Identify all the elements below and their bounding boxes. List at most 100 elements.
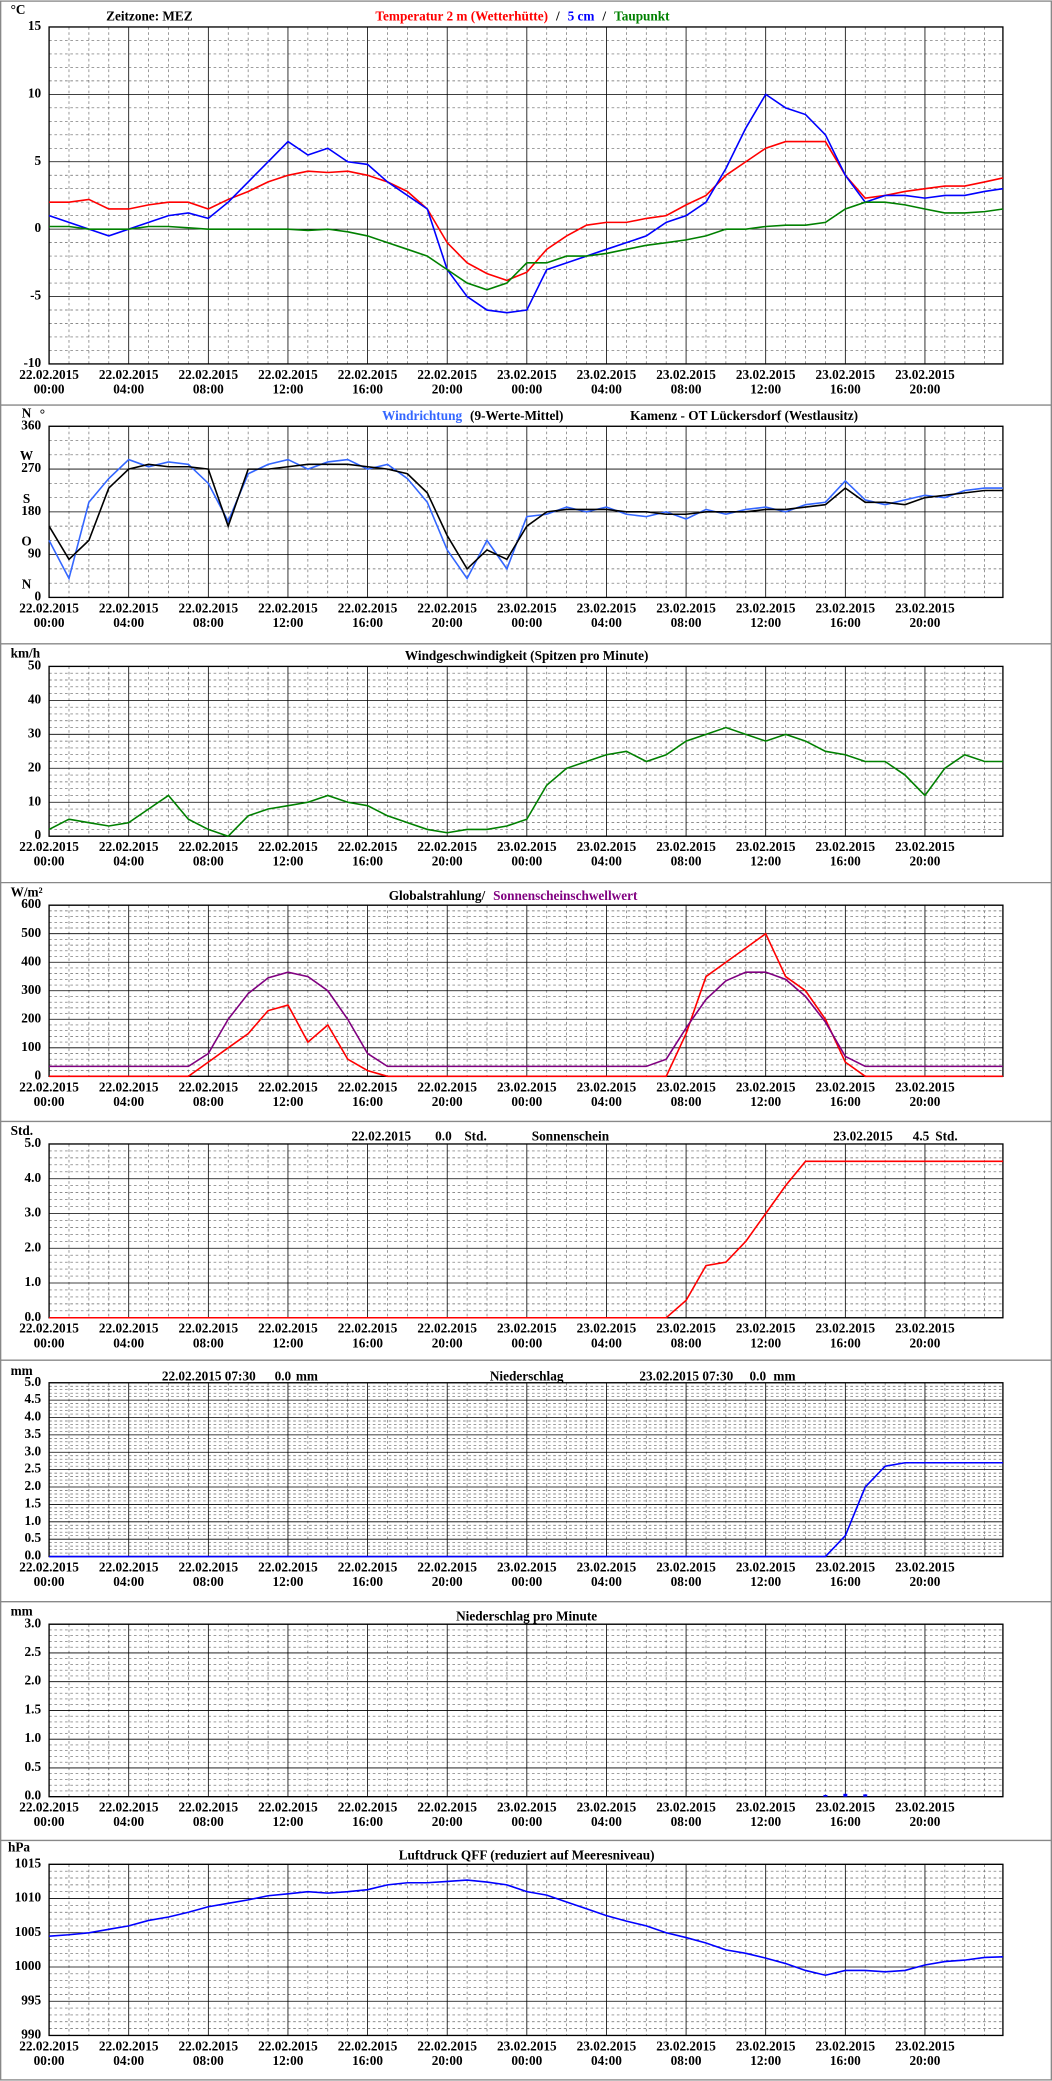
y-tick-label: 0.0 xyxy=(25,1548,42,1563)
x-tick-label: 23.02.2015 16:00 xyxy=(816,839,876,869)
x-tick-label: 22.02.2015 20:00 xyxy=(417,839,477,869)
x-tick-label: 23.02.2015 08:00 xyxy=(656,1079,716,1109)
x-tick-label: 23.02.2015 12:00 xyxy=(736,1321,796,1351)
legend: Globalstrahlung/Sonnenscheinschwellwert xyxy=(389,888,638,903)
unit-label: Std. xyxy=(11,1123,33,1138)
unit-label: mm xyxy=(11,1363,33,1378)
x-tick-label: 22.02.2015 04:00 xyxy=(99,1079,159,1109)
plot-frame xyxy=(48,1623,1004,1798)
x-tick-label: 22.02.2015 00:00 xyxy=(19,839,79,869)
y-tick-label: 0 xyxy=(34,588,41,603)
x-tick-label: 23.02.2015 04:00 xyxy=(577,1800,637,1830)
y-tick-label: 5.0 xyxy=(25,1374,42,1389)
y-tick-label: 2.0 xyxy=(25,1673,42,1688)
y-tick-label: 3.5 xyxy=(25,1426,42,1441)
x-tick-label: 23.02.2015 08:00 xyxy=(656,1800,716,1830)
x-tick-label: 23.02.2015 04:00 xyxy=(577,1321,637,1351)
direction-label: N xyxy=(22,405,32,420)
y-tick-label: -5 xyxy=(30,288,41,303)
x-tick-label: 23.02.2015 08:00 xyxy=(656,600,716,630)
x-tick-label: 22.02.2015 08:00 xyxy=(179,1800,239,1830)
y-tick-label: 90 xyxy=(28,546,42,561)
y-tick-label: 0.0 xyxy=(25,1309,42,1324)
x-tick-label: 22.02.2015 12:00 xyxy=(258,1560,318,1590)
x-tick-label: 22.02.2015 16:00 xyxy=(338,1560,398,1590)
y-tick-label: 1015 xyxy=(15,1855,42,1870)
x-tick-label: 23.02.2015 16:00 xyxy=(816,1079,876,1109)
legend: Windrichtung (9-Werte-Mittel) xyxy=(382,408,563,423)
x-tick-label: 23.02.2015 20:00 xyxy=(895,1560,955,1590)
x-tick-label: 23.02.2015 08:00 xyxy=(656,839,716,869)
x-tick-label: 22.02.2015 00:00 xyxy=(19,1321,79,1351)
x-tick-label: 23.02.2015 12:00 xyxy=(736,367,796,397)
x-tick-label: 23.02.2015 12:00 xyxy=(736,1560,796,1590)
x-tick-label: 22.02.2015 20:00 xyxy=(417,1321,477,1351)
x-tick-label: 22.02.2015 04:00 xyxy=(99,1560,159,1590)
legend: Temperatur 2 m (Wetterhütte) / 5 cm / Taupun… xyxy=(375,9,670,24)
annotation: 22.02.2015 xyxy=(352,1128,412,1143)
x-tick-label: 23.02.2015 16:00 xyxy=(816,1560,876,1590)
legend-entry: Windrichtung xyxy=(382,408,462,423)
x-tick-label: 22.02.2015 08:00 xyxy=(179,600,239,630)
x-tick-label: 23.02.2015 20:00 xyxy=(895,839,955,869)
x-tick-label: 23.02.2015 20:00 xyxy=(895,600,955,630)
x-tick-label: 22.02.2015 12:00 xyxy=(258,1321,318,1351)
y-tick-label: 0 xyxy=(34,220,41,235)
y-tick-label: 0.5 xyxy=(25,1530,42,1545)
x-tick-label: 23.02.2015 16:00 xyxy=(816,2038,876,2068)
x-tick-label: 22.02.2015 16:00 xyxy=(338,1079,398,1109)
x-tick-label: 23.02.2015 20:00 xyxy=(895,1321,955,1351)
data-line xyxy=(49,1879,1003,1977)
plot-frame xyxy=(48,425,1004,599)
plot-frame xyxy=(48,1863,1004,2037)
chart-title: Sonnenschein xyxy=(532,1128,610,1143)
x-tick-label: 22.02.2015 00:00 xyxy=(19,600,79,630)
x-tick-label: 22.02.2015 12:00 xyxy=(258,1079,318,1109)
data-line xyxy=(49,1461,1003,1558)
y-tick-label: 1.0 xyxy=(25,1730,42,1745)
x-tick-label: 22.02.2015 00:00 xyxy=(19,1079,79,1109)
y-tick-label: 1.5 xyxy=(25,1495,42,1510)
legend-entry: Taupunkt xyxy=(614,9,670,24)
y-tick-label: 10 xyxy=(28,793,42,808)
unit-label: km/h xyxy=(11,646,41,661)
y-tick-label: 990 xyxy=(21,2027,41,2042)
y-tick-label: 2.5 xyxy=(25,1461,42,1476)
x-tick-label: 23.02.2015 04:00 xyxy=(577,367,637,397)
x-tick-label: 23.02.2015 16:00 xyxy=(816,1321,876,1351)
x-tick-label: 23.02.2015 08:00 xyxy=(656,1560,716,1590)
y-tick-label: 50 xyxy=(28,657,42,672)
data-line xyxy=(49,1160,1003,1319)
x-tick-label: 23.02.2015 12:00 xyxy=(736,600,796,630)
x-tick-label: 23.02.2015 00:00 xyxy=(497,2038,557,2068)
y-tick-label: 1.5 xyxy=(25,1701,42,1716)
data-line xyxy=(48,726,1003,838)
x-tick-label: 22.02.2015 20:00 xyxy=(417,1079,477,1109)
annotation: mm xyxy=(773,1369,795,1384)
x-tick-label: 23.02.2015 00:00 xyxy=(497,1800,557,1830)
y-tick-label: 500 xyxy=(21,925,41,940)
y-tick-label: 40 xyxy=(28,691,42,706)
legend-separator: / xyxy=(601,9,606,24)
x-tick-label: 23.02.2015 16:00 xyxy=(816,1800,876,1830)
legend-entry: 5 cm xyxy=(568,9,595,24)
x-tick-label: 22.02.2015 00:00 xyxy=(19,1560,79,1590)
data-line xyxy=(48,458,1003,581)
x-tick-label: 23.02.2015 04:00 xyxy=(577,600,637,630)
data-line xyxy=(48,463,1003,571)
legend-entry: Globalstrahlung/ xyxy=(389,888,486,903)
x-tick-label: 22.02.2015 20:00 xyxy=(417,367,477,397)
x-tick-label: 22.02.2015 08:00 xyxy=(179,2038,239,2068)
x-tick-label: 22.02.2015 16:00 xyxy=(338,839,398,869)
y-tick-label: 200 xyxy=(21,1010,41,1025)
annotation: 0.0 xyxy=(435,1128,452,1143)
y-tick-label: 360 xyxy=(21,417,41,432)
x-tick-label: 22.02.2015 04:00 xyxy=(99,367,159,397)
y-tick-label: 1010 xyxy=(15,1890,42,1905)
annotation: 23.02.2015 07:30 xyxy=(639,1369,733,1384)
x-tick-label: 22.02.2015 16:00 xyxy=(338,2038,398,2068)
y-tick-label: -10 xyxy=(23,355,41,370)
unit-label: hPa xyxy=(8,1839,30,1854)
